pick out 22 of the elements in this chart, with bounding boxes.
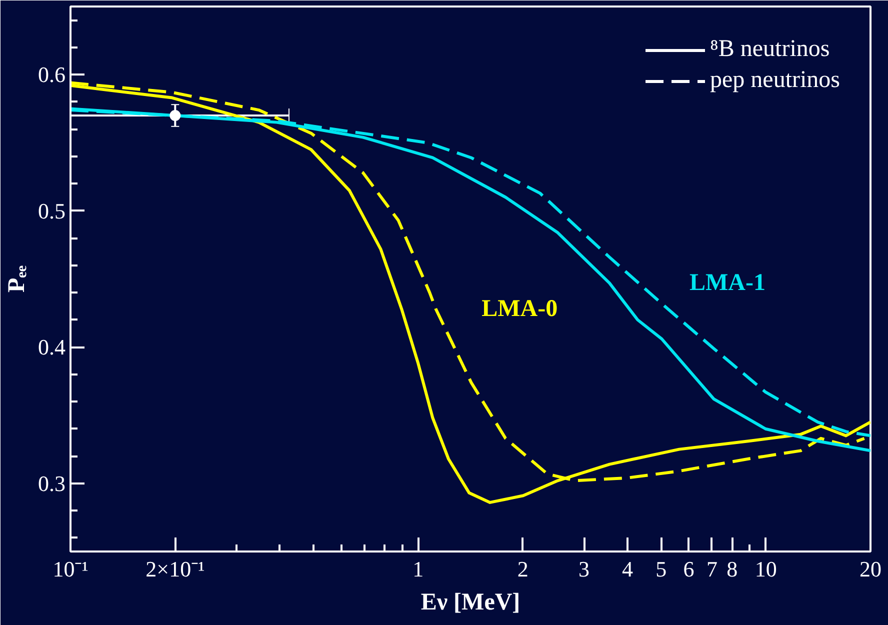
- legend-label: pep neutrinos: [710, 67, 840, 94]
- x-tick-label: 10: [754, 556, 777, 582]
- y-tick-label: 0.4: [38, 334, 66, 360]
- text: LMA-1: [689, 270, 766, 296]
- x-tick-label: 2×10⁻¹: [146, 556, 205, 582]
- x-tick-label: 3: [578, 556, 590, 582]
- x-tick-label: 10⁻¹: [52, 556, 88, 582]
- x-tick-label: 5: [656, 556, 667, 582]
- x-tick-label: 1: [412, 556, 424, 582]
- x-tick-label: 8: [726, 556, 738, 582]
- x-tick-label: 20: [860, 556, 882, 582]
- legend-label: ⁸B neutrinos: [710, 36, 830, 63]
- x-tick-label: 4: [622, 556, 633, 582]
- y-tick-label: 0.6: [38, 62, 66, 88]
- x-tick-label: 7: [706, 556, 718, 582]
- x-tick-label: 6: [683, 556, 694, 582]
- y-axis-title: Pₑₑ: [4, 265, 30, 293]
- text: LMA-0: [482, 296, 558, 322]
- x-axis-title: Eν [MeV]: [420, 590, 520, 616]
- y-tick-label: 0.5: [38, 198, 66, 224]
- y-tick-label: 0.3: [38, 470, 66, 496]
- x-tick-label: 2: [517, 556, 528, 582]
